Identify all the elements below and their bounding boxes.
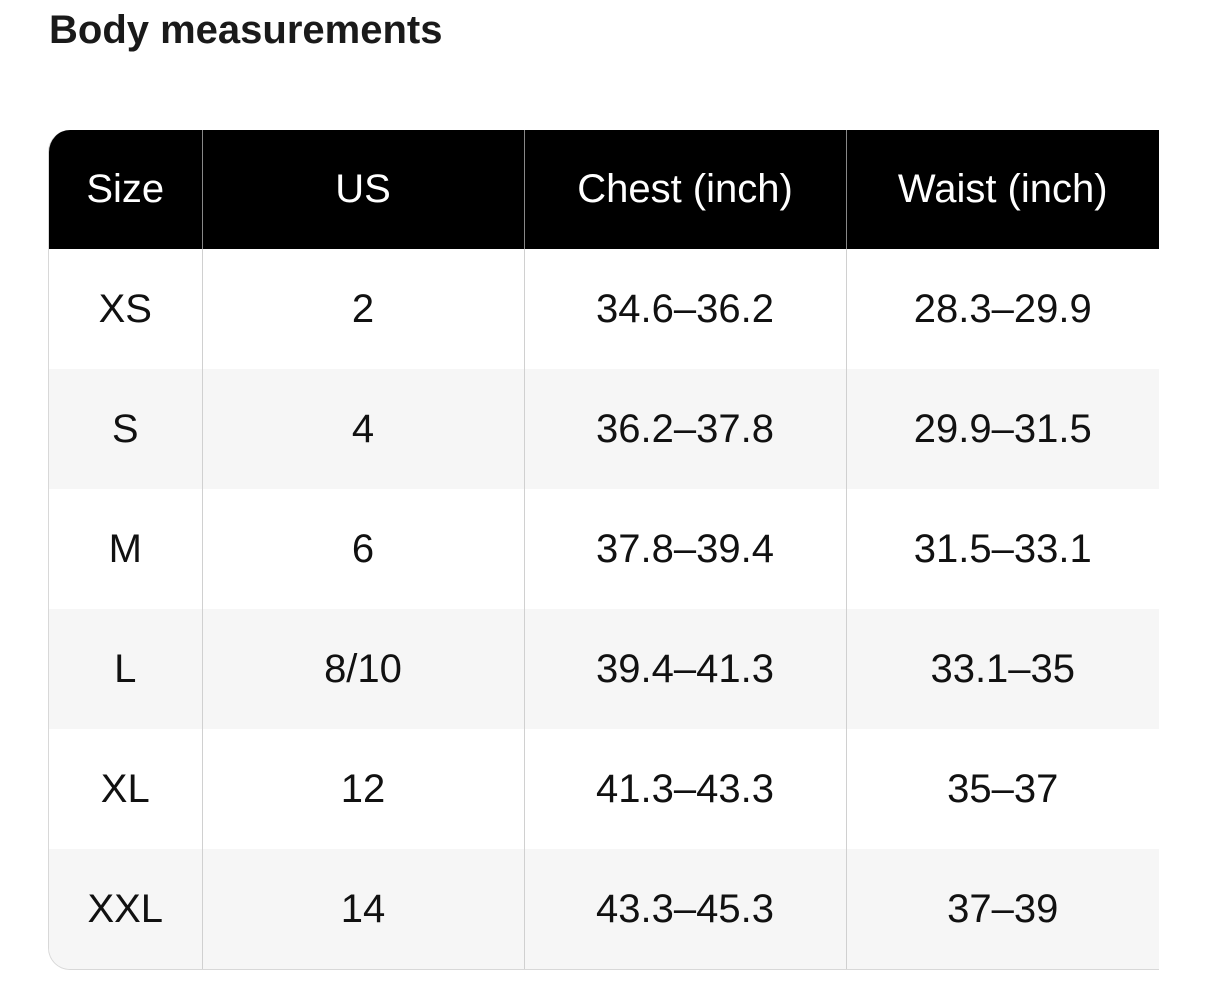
table-cell: 41.3–43.3: [524, 729, 847, 849]
table-row: XXL 14 43.3–45.3 37–39: [49, 849, 1159, 969]
table-cell: 14: [202, 849, 525, 969]
table-cell: 33.1–35: [846, 609, 1159, 729]
column-header: Size: [49, 130, 203, 249]
table-cell: 4: [202, 369, 525, 489]
table-row: XS 2 34.6–36.2 28.3–29.9: [49, 249, 1159, 369]
column-header: Waist (inch): [846, 130, 1159, 249]
table-cell: S: [49, 369, 203, 489]
table-cell: 43.3–45.3: [524, 849, 847, 969]
table-row: S 4 36.2–37.8 29.9–31.5: [49, 369, 1159, 489]
table-cell: 6: [202, 489, 525, 609]
table-cell: 36.2–37.8: [524, 369, 847, 489]
table-cell: 2: [202, 249, 525, 369]
table-cell: 34.6–36.2: [524, 249, 847, 369]
table-cell: XXL: [49, 849, 203, 969]
table-cell: L: [49, 609, 203, 729]
table-container: Size US Chest (inch) Waist (inch) XS 2 34.6–3…: [48, 130, 1159, 970]
table-row: XL 12 41.3–43.3 35–37: [49, 729, 1159, 849]
table-cell: XS: [49, 249, 203, 369]
size-table: Size US Chest (inch) Waist (inch) XS 2 34.6–3…: [49, 130, 1159, 969]
table-cell: 29.9–31.5: [846, 369, 1159, 489]
table-cell: 31.5–33.1: [913, 526, 1092, 571]
table-cell: 37–39: [846, 849, 1159, 969]
header-row: Size US Chest (inch) Waist (inch): [49, 130, 1159, 249]
table-cell: 8/10: [202, 609, 525, 729]
table-cell: 39.4–41.3: [524, 609, 847, 729]
table-row: M 6 37.8–39.4 31.5–33.1: [49, 489, 1159, 609]
table-cell: M: [49, 489, 203, 609]
table-cell: 37.8–39.4: [524, 489, 847, 609]
table-cell: 12: [202, 729, 525, 849]
column-header: Chest (inch): [524, 130, 847, 249]
page-title: Body measurements: [49, 8, 443, 52]
table-cell: XL: [49, 729, 203, 849]
table-body: XS 2 34.6–36.2 28.3–29.9 S 4 36.2–37.8 29.9–31.…: [49, 249, 1159, 969]
table-cell: 35–37: [947, 766, 1059, 811]
table-cell: 28.3–29.9: [913, 286, 1092, 331]
column-header: US: [202, 130, 525, 249]
table-row: L 8/10 39.4–41.3 33.1–35: [49, 609, 1159, 729]
